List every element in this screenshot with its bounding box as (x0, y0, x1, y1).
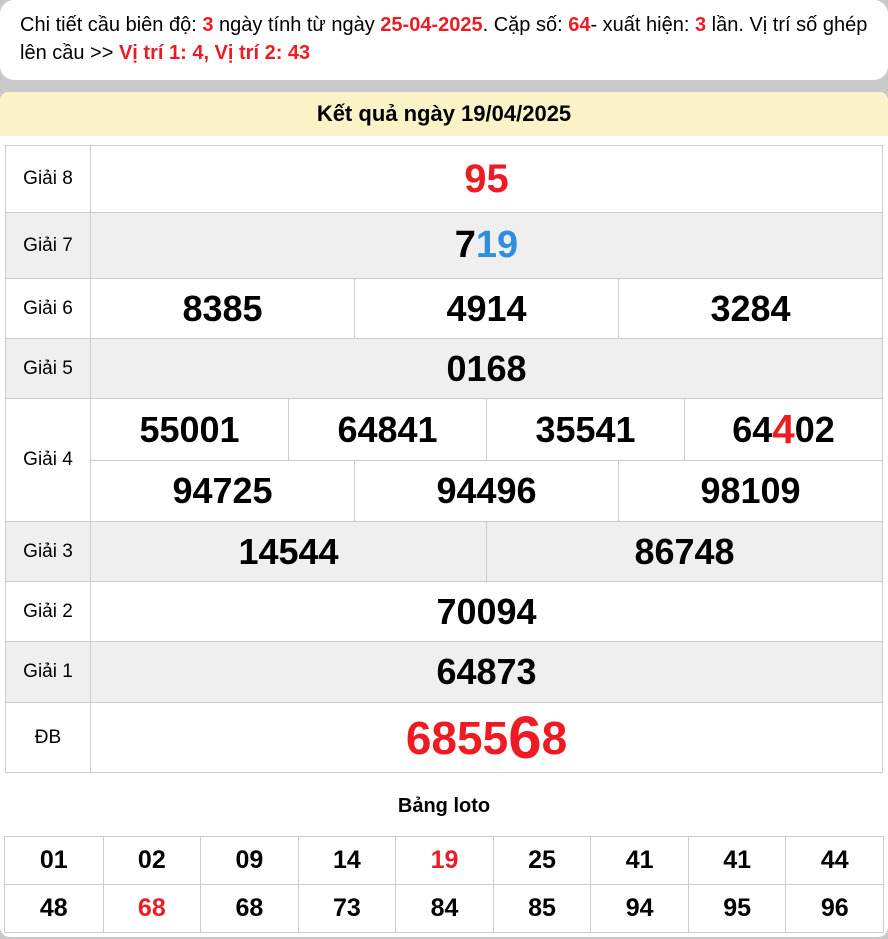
prize-label-giai-4: Giải 4 (6, 399, 91, 521)
prize-number-giai-3: 86748 (486, 522, 882, 581)
loto-cell: 94 (590, 885, 688, 932)
note-text: lần. Vị trí số ghép lên cầu >> (20, 14, 868, 64)
giai-4-post: 02 (794, 408, 835, 450)
prize-row-dac-biet: ĐB 6855 6 8 (6, 702, 882, 772)
loto-cell: 01 (39, 846, 68, 874)
note-value-date: 25-04-2025 (380, 14, 483, 36)
prize-label-giai-2: Giải 2 (6, 582, 91, 641)
note-text: . Cặp số: (482, 14, 569, 36)
loto-cell: 41 (687, 837, 786, 884)
prize-label-giai-8: Giải 8 (6, 146, 91, 212)
loto-cell-highlight: 68 (102, 885, 201, 932)
prize-number-giai-4: 35541 (486, 399, 684, 460)
prize-number-giai-1: 64873 (436, 651, 537, 692)
loto-cell: 85 (492, 885, 591, 932)
loto-cell: 41 (590, 837, 688, 884)
prize-label-giai-3: Giải 3 (6, 522, 91, 581)
result-body: Giải 8 95 Giải 7 7 19 Giải 6 8385 4914 (0, 136, 888, 937)
prize-label-giai-6: Giải 6 (6, 279, 91, 338)
prize-number-giai-7: 7 19 (91, 213, 882, 278)
cau-detail-note: Chi tiết cầu biên độ: 3 ngày tính từ ngà… (0, 0, 888, 80)
prize-number-giai-6: 3284 (618, 279, 882, 338)
giai-4-red-digit: 4 (772, 406, 795, 452)
prize-label-giai-7: Giải 7 (6, 213, 91, 278)
result-header: Kết quả ngày 19/04/2025 (0, 92, 888, 136)
prize-number-giai-4-highlight: 64 4 02 (684, 399, 882, 460)
note-value-positions: Vị trí 1: 4, Vị trí 2: 43 (118, 42, 311, 64)
note-value-pair: 64 (568, 14, 591, 36)
loto-title: Bảng loto (397, 795, 491, 817)
prize-number-giai-3: 14544 (238, 530, 339, 572)
prize-number-giai-6: 4914 (354, 279, 618, 338)
prize-row-giai-4: Giải 4 55001 64841 35541 64 4 02 94725 944… (6, 398, 882, 521)
loto-cell: 02 (102, 837, 201, 884)
loto-cell: 14 (297, 837, 396, 884)
db-big-digit: 6 (508, 704, 542, 771)
prize-number-giai-6: 8385 (182, 287, 263, 329)
prize-row-giai-3: Giải 3 14544 86748 (6, 521, 882, 581)
prize-number-giai-5: 0168 (446, 347, 527, 389)
prize-number-dac-biet: 6855 6 8 (91, 703, 882, 772)
result-card: Kết quả ngày 19/04/2025 Giải 8 95 Giải 7… (0, 92, 888, 937)
prize-number-giai-2: 70094 (436, 590, 537, 632)
loto-cell: 96 (785, 885, 883, 932)
note-text: Chi tiết cầu biên độ: (20, 14, 203, 36)
note-text: ngày tính từ ngày (213, 14, 381, 36)
prize-number-giai-8: 95 (464, 156, 509, 201)
note-value-bien-do: 3 (202, 14, 214, 36)
db-post: 8 (541, 711, 568, 764)
loto-cell: 84 (395, 885, 493, 932)
prize-row-giai-2: Giải 2 70094 (6, 581, 882, 641)
prize-row-giai-7: Giải 7 7 19 (6, 212, 882, 278)
prize-row-giai-5: Giải 5 0168 (6, 338, 882, 398)
loto-cell: 09 (200, 837, 298, 884)
prize-number-giai-4: 98109 (618, 461, 882, 521)
results-table: Giải 8 95 Giải 7 7 19 Giải 6 8385 4914 (5, 145, 883, 773)
prize-row-giai-8: Giải 8 95 (6, 146, 882, 212)
result-header-title: Kết quả ngày 19/04/2025 (316, 101, 572, 126)
prize-row-giai-6: Giải 6 8385 4914 3284 (6, 278, 882, 338)
loto-table: 01 02 09 14 19 25 41 41 44 48 68 68 73 8… (4, 836, 884, 933)
giai-7-black-part: 7 (454, 224, 476, 266)
note-value-count: 3 (694, 14, 707, 36)
giai-4-pre: 64 (732, 408, 773, 450)
giai-7-blue-part: 19 (475, 224, 519, 266)
loto-cell-highlight: 19 (395, 837, 493, 884)
loto-cell: 73 (297, 885, 396, 932)
prize-number-giai-4: 55001 (139, 408, 240, 450)
loto-row: 48 68 68 73 84 85 94 95 96 (5, 884, 883, 932)
loto-cell: 95 (687, 885, 786, 932)
loto-cell: 44 (785, 837, 883, 884)
loto-cell: 68 (200, 885, 298, 932)
prize-label-giai-5: Giải 5 (6, 339, 91, 398)
prize-label-giai-1: Giải 1 (6, 642, 91, 702)
loto-row: 01 02 09 14 19 25 41 41 44 (5, 837, 883, 884)
loto-cell: 48 (39, 894, 68, 922)
db-pre: 6855 (405, 711, 509, 764)
prize-number-giai-4: 94725 (172, 470, 273, 511)
note-text: - xuất hiện: (590, 14, 695, 36)
prize-number-giai-4: 64841 (288, 399, 486, 460)
loto-cell: 25 (492, 837, 591, 884)
prize-row-giai-1: Giải 1 64873 (6, 641, 882, 702)
prize-label-dac-biet: ĐB (6, 703, 91, 772)
prize-number-giai-4: 94496 (354, 461, 618, 521)
